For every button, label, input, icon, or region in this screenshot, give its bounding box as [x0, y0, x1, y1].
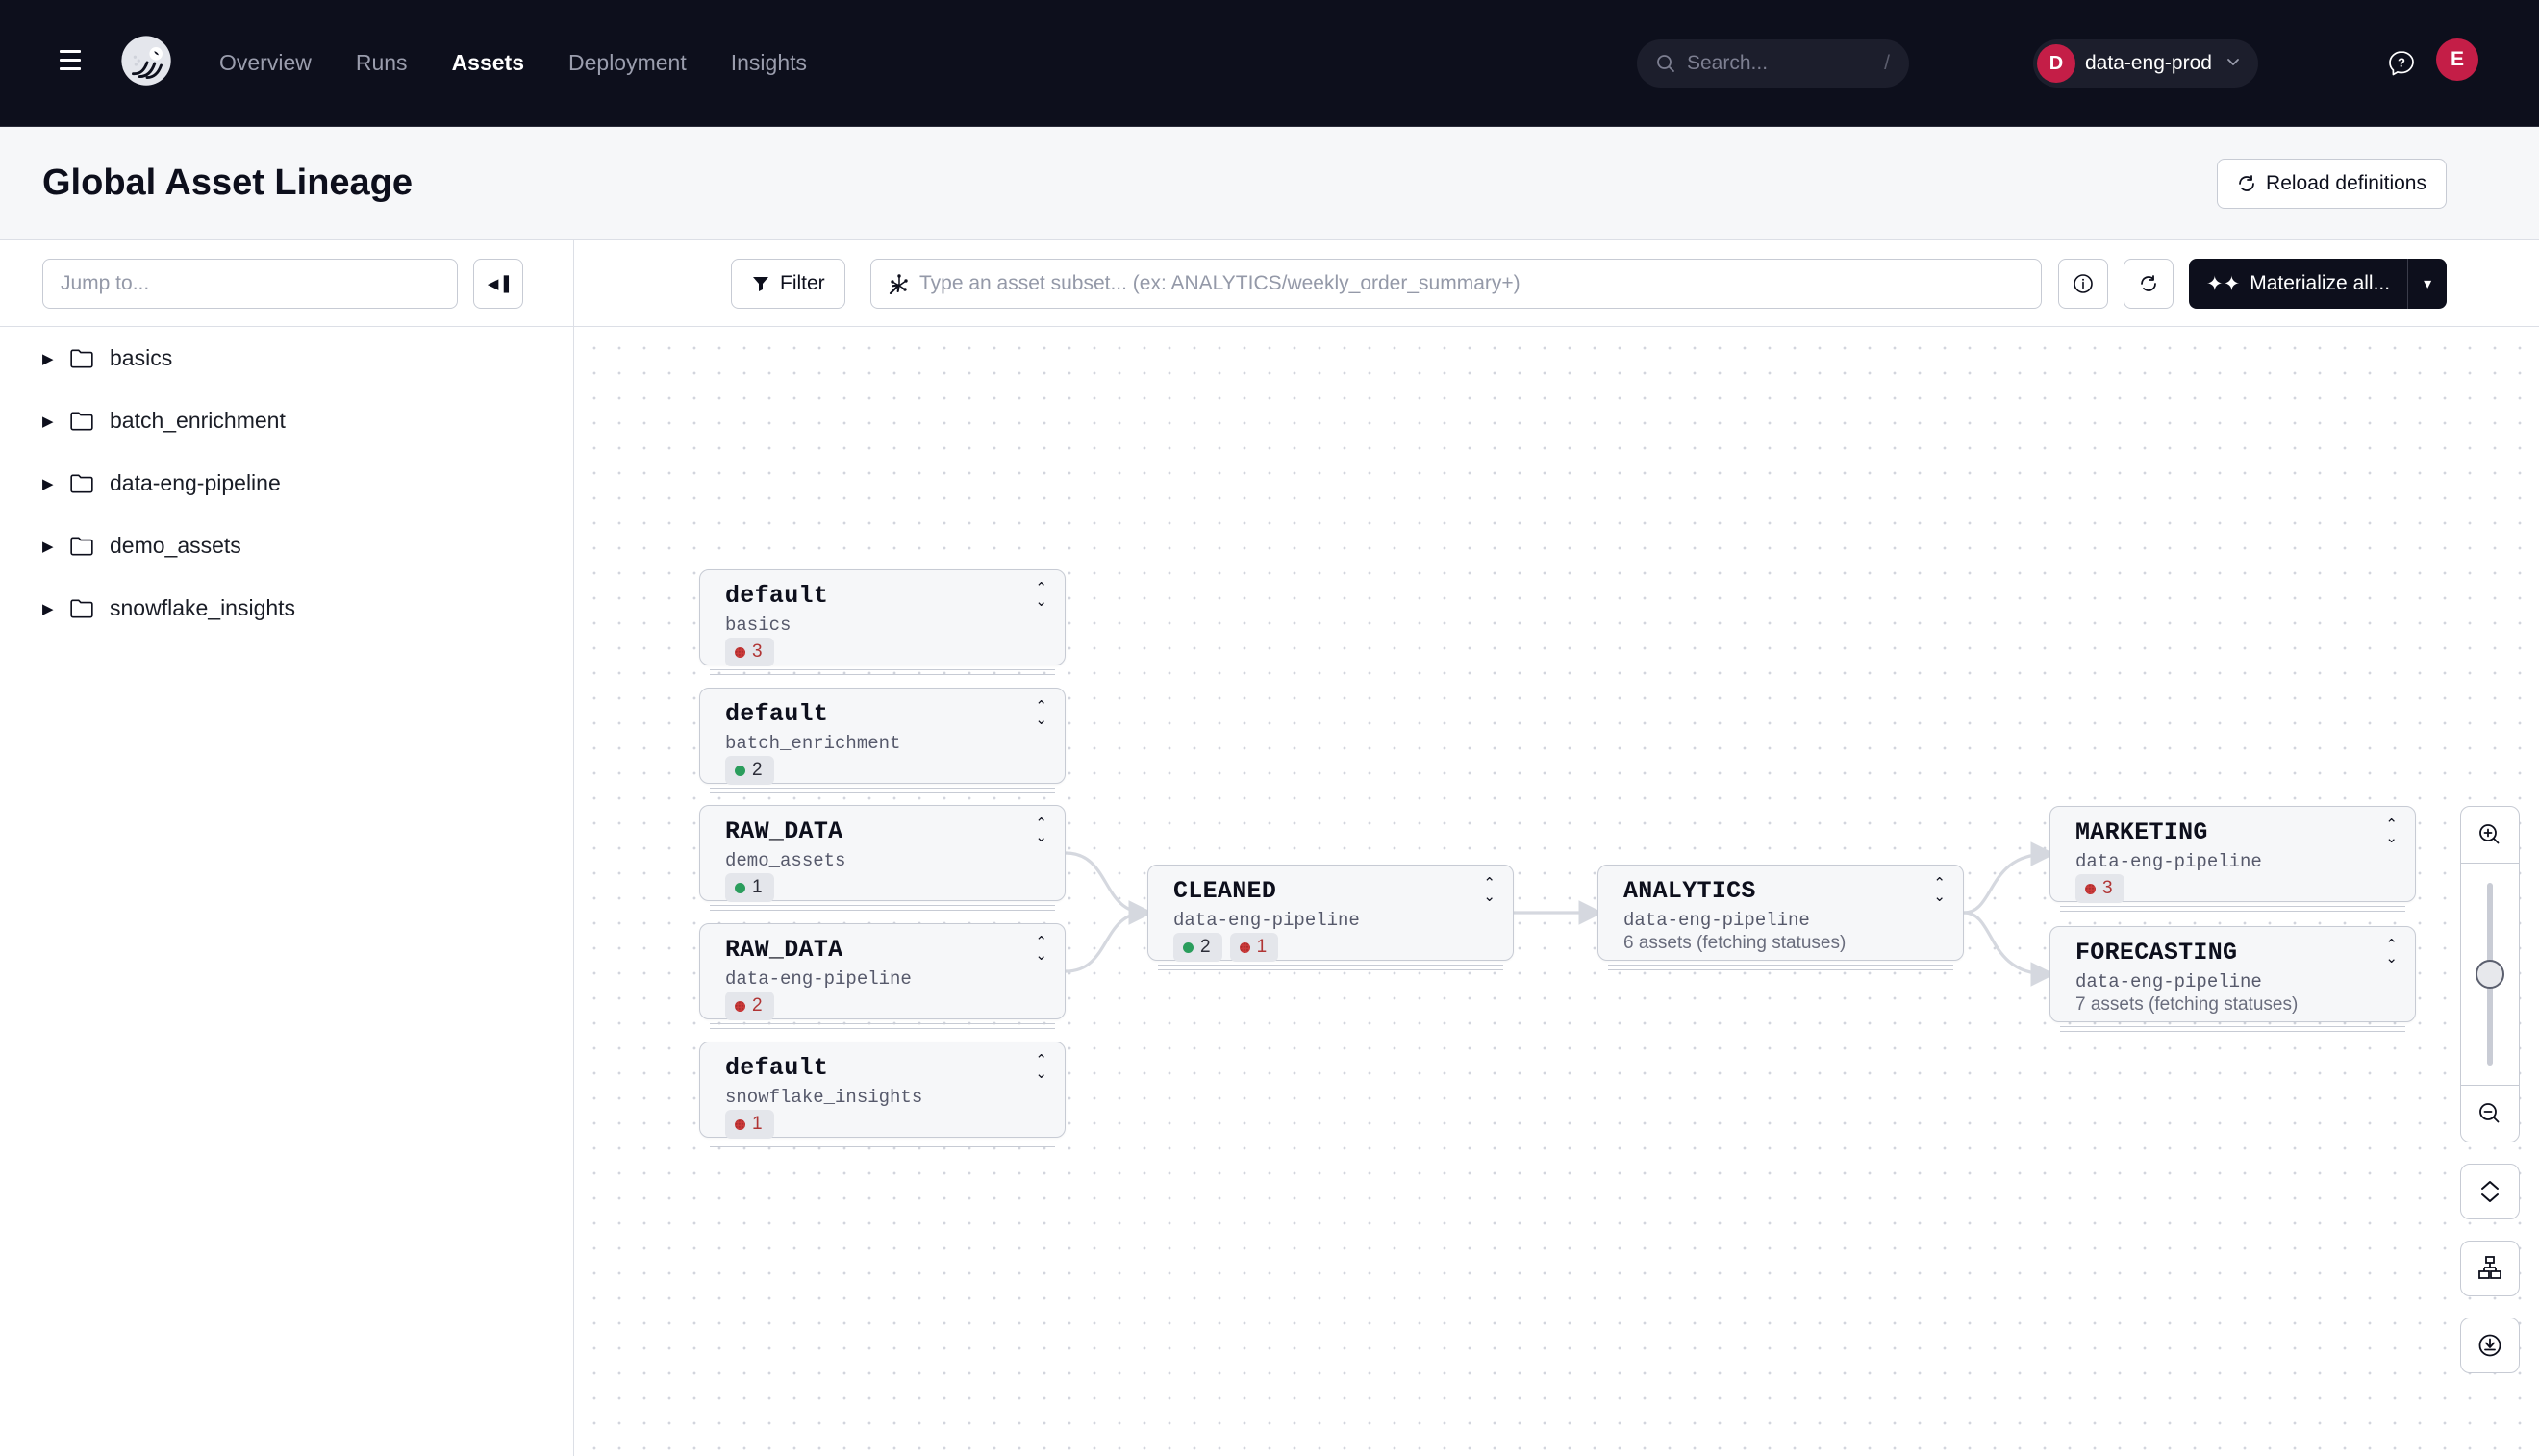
- svg-text:?: ?: [2398, 56, 2405, 70]
